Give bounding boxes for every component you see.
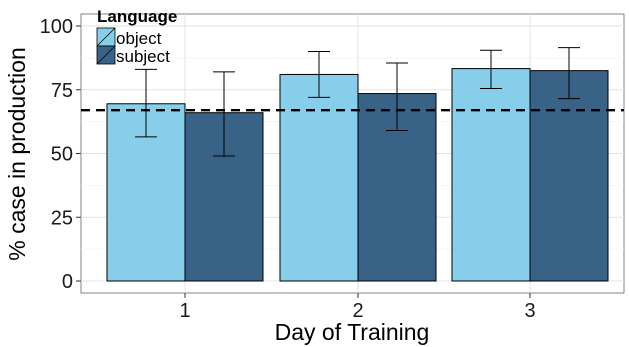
error-bar-subject-3 bbox=[558, 47, 580, 100]
error-bar-object-2 bbox=[308, 51, 330, 98]
legend-swatch-subject-slash bbox=[96, 45, 116, 65]
x-tick-label: 2 bbox=[352, 300, 363, 322]
legend-label-object: object bbox=[116, 29, 162, 48]
legend-title: Language bbox=[97, 7, 177, 26]
bar-object-3 bbox=[451, 68, 531, 282]
x-tick-label: 1 bbox=[179, 300, 190, 322]
legend-swatch-object-slash bbox=[96, 27, 116, 47]
y-tick-label: 50 bbox=[51, 144, 73, 166]
y-tick-label: 0 bbox=[62, 271, 73, 293]
y-tick-label: 25 bbox=[51, 207, 73, 229]
x-axis-title: Day of Training bbox=[275, 319, 430, 345]
x-axis: 1 2 3 bbox=[179, 293, 536, 322]
error-bar-object-1 bbox=[135, 68, 157, 138]
error-bar-subject-1 bbox=[213, 71, 235, 157]
error-bar-object-3 bbox=[480, 49, 502, 89]
bar-subject-3 bbox=[529, 70, 609, 282]
y-tick-label: 75 bbox=[51, 80, 73, 102]
error-bars bbox=[135, 47, 580, 157]
x-tick-label: 3 bbox=[524, 300, 535, 322]
legend: Language object subject bbox=[96, 7, 177, 66]
legend-item-object: object bbox=[96, 27, 162, 48]
bar-object-2 bbox=[279, 73, 359, 282]
y-axis: 0 25 50 75 100 bbox=[40, 16, 81, 293]
legend-label-subject: subject bbox=[116, 47, 170, 66]
y-tick-label: 100 bbox=[40, 16, 73, 38]
y-axis-title: % case in production bbox=[4, 47, 30, 261]
legend-item-subject: subject bbox=[96, 45, 170, 66]
error-bar-subject-2 bbox=[386, 62, 408, 132]
